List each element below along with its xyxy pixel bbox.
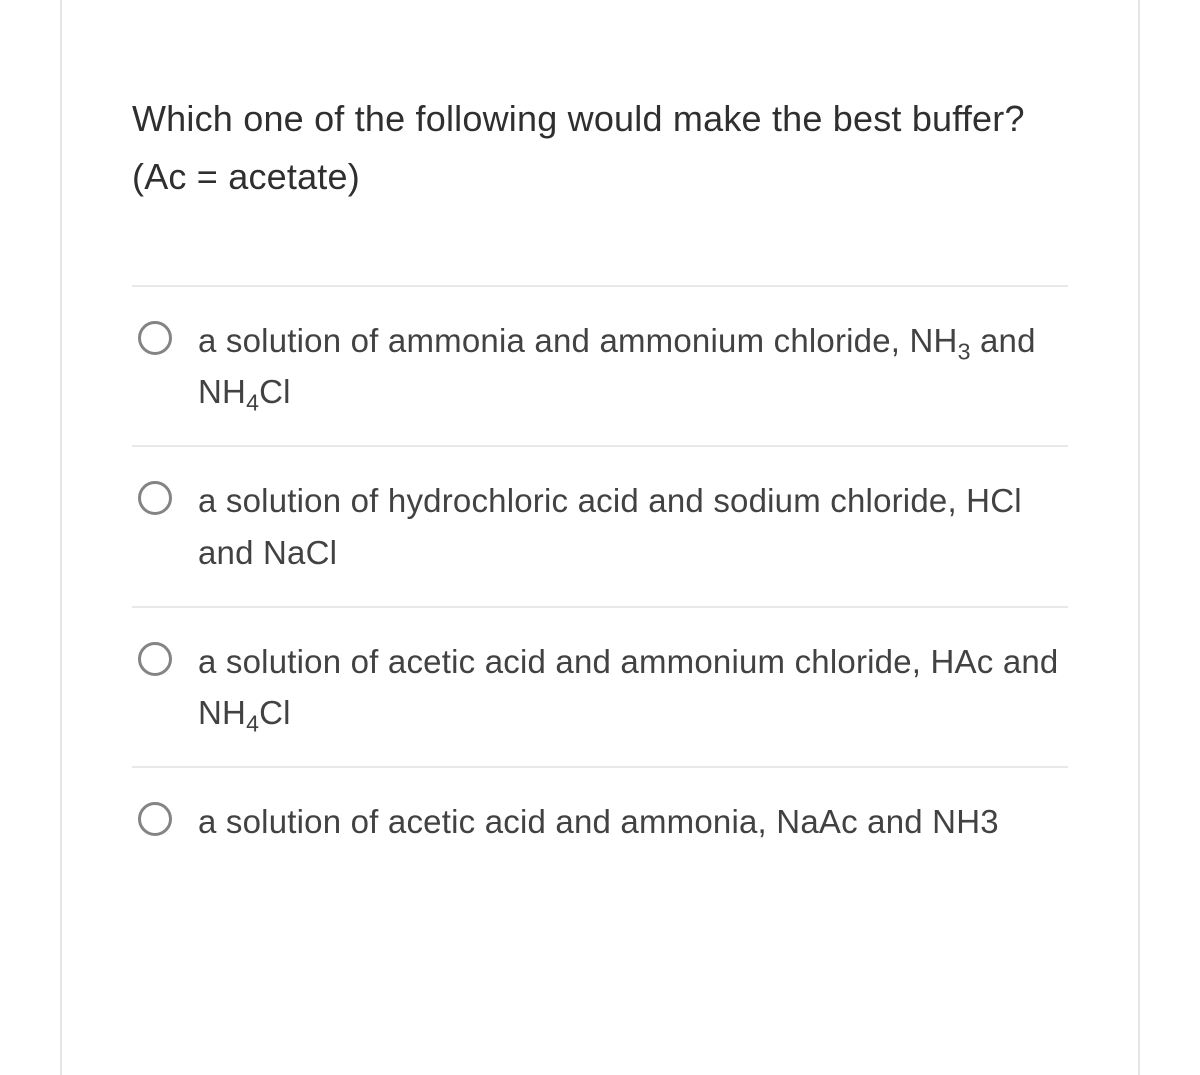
option-row[interactable]: a solution of acetic acid and ammonium c… [132, 608, 1068, 768]
question-card: Which one of the following would make th… [60, 0, 1140, 1075]
option-label: a solution of acetic acid and ammonium c… [198, 636, 1062, 738]
option-label: a solution of acetic acid and ammonia, N… [198, 796, 999, 847]
option-row[interactable]: a solution of acetic acid and ammonia, N… [132, 768, 1068, 875]
radio-icon[interactable] [138, 642, 172, 676]
question-text: Which one of the following would make th… [132, 90, 1068, 205]
radio-icon[interactable] [138, 802, 172, 836]
option-row[interactable]: a solution of ammonia and ammonium chlor… [132, 287, 1068, 447]
option-row[interactable]: a solution of hydrochloric acid and sodi… [132, 447, 1068, 607]
option-label: a solution of ammonia and ammonium chlor… [198, 315, 1062, 417]
radio-icon[interactable] [138, 321, 172, 355]
option-label: a solution of hydrochloric acid and sodi… [198, 475, 1062, 577]
options-list: a solution of ammonia and ammonium chlor… [132, 285, 1068, 875]
radio-icon[interactable] [138, 481, 172, 515]
